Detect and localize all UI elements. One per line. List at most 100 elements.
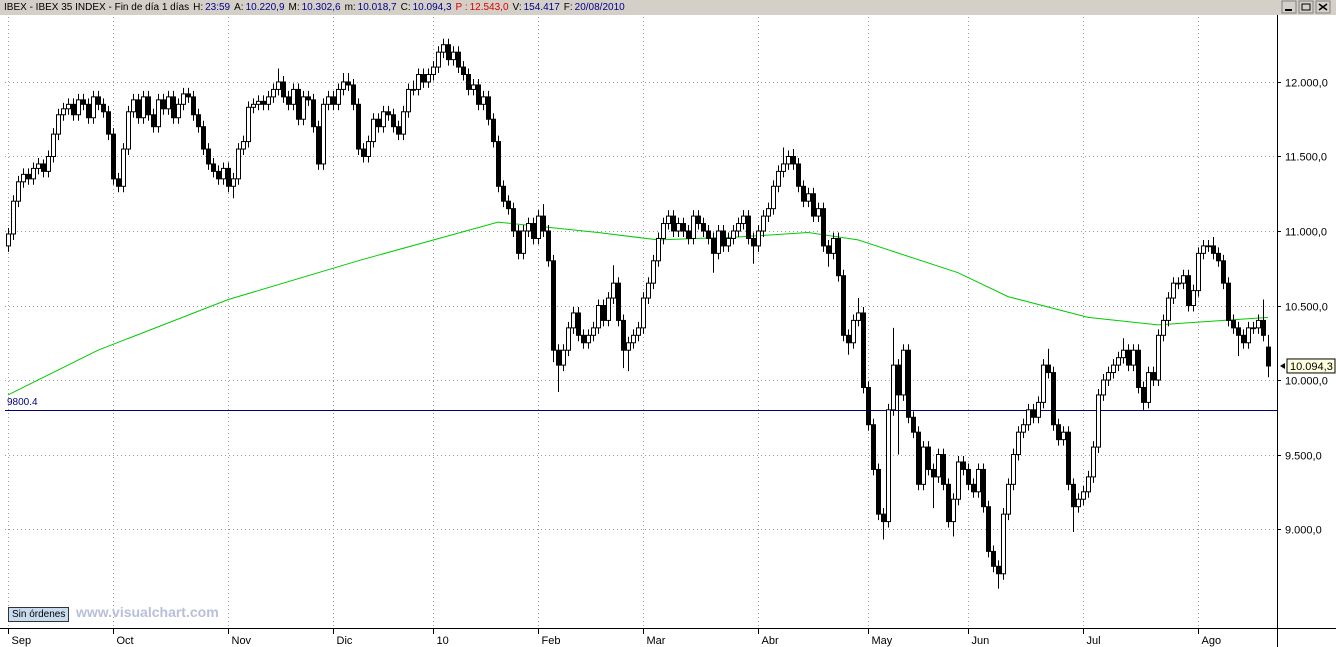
- candle-body: [96, 96, 101, 105]
- candle-body: [356, 103, 361, 150]
- candle-body: [266, 96, 271, 105]
- candle-body: [711, 237, 716, 254]
- x-tick-label: Oct: [117, 635, 134, 647]
- candle-body: [1016, 431, 1021, 456]
- orders-button[interactable]: Sin órdenes: [8, 607, 70, 622]
- candle-body: [956, 461, 961, 500]
- candle-body: [436, 51, 441, 68]
- candle-body: [1256, 319, 1261, 329]
- candle-body: [756, 230, 761, 247]
- candle-body: [1086, 476, 1091, 493]
- candle-body: [1036, 401, 1041, 418]
- candle-body: [586, 334, 591, 344]
- candle-body: [1261, 319, 1266, 336]
- candle-body: [716, 230, 721, 254]
- candle-body: [361, 148, 366, 157]
- candle-body: [896, 364, 901, 396]
- candle-body: [961, 461, 966, 470]
- candle-body: [481, 96, 486, 105]
- candle-body: [171, 96, 176, 119]
- chart-title: IBEX - IBEX 35 INDEX - Fin de día 1 días: [4, 2, 190, 13]
- candle-body: [816, 208, 821, 217]
- candle-body: [806, 193, 811, 202]
- candle-body: [1176, 282, 1181, 285]
- candle-body: [581, 334, 586, 344]
- candle-body: [76, 99, 81, 116]
- candle-body: [1026, 409, 1031, 426]
- candle-body: [1221, 260, 1226, 284]
- header-value: 10.018,7: [357, 2, 397, 13]
- candle-body: [1251, 327, 1256, 330]
- candle-body: [696, 215, 701, 225]
- candle-body: [191, 96, 196, 116]
- candle-body: [611, 282, 616, 299]
- candle-body: [406, 88, 411, 113]
- candle-body: [11, 200, 16, 235]
- candle-body: [1006, 483, 1011, 515]
- candle-body: [81, 99, 86, 105]
- candle-body: [1211, 245, 1216, 254]
- x-tick-label: Sep: [12, 635, 32, 647]
- candle-body: [186, 93, 191, 98]
- window-buttons: [1281, 0, 1331, 14]
- minimize-button[interactable]: [1281, 0, 1297, 14]
- candle-body: [1131, 349, 1136, 366]
- header-value: 10.220,9: [245, 2, 285, 13]
- candle-body: [891, 364, 896, 411]
- candle-body: [61, 108, 66, 116]
- candle-body: [466, 74, 471, 90]
- candle-body: [606, 297, 611, 321]
- x-tick-label: Feb: [542, 635, 561, 647]
- candle-body: [421, 74, 426, 83]
- candle-body: [951, 498, 956, 523]
- candle-body: [331, 96, 336, 105]
- candle-body: [1161, 319, 1166, 336]
- candle-body: [1096, 394, 1101, 448]
- watermark: www.visualchart.com: [76, 604, 219, 620]
- candle-body: [301, 96, 306, 120]
- candle-body: [836, 237, 841, 277]
- candle-body: [271, 88, 276, 98]
- candle-body: [276, 81, 281, 90]
- candle-body: [901, 349, 906, 396]
- header-value: 10.094,3: [412, 2, 452, 13]
- candle-body: [521, 230, 526, 254]
- candle-body: [21, 173, 26, 183]
- candle-body: [1106, 372, 1111, 381]
- candle-body: [906, 349, 911, 418]
- candle-body: [1246, 327, 1251, 344]
- candle-body: [151, 114, 156, 128]
- candle-body: [681, 223, 686, 232]
- candle-body: [341, 81, 346, 90]
- candle-body: [1076, 498, 1081, 508]
- candle-body: [426, 74, 431, 83]
- candle-body: [1021, 424, 1026, 433]
- candle-body: [656, 237, 661, 262]
- candle-body: [811, 193, 816, 217]
- candle-body: [1146, 372, 1151, 403]
- candle-body: [651, 260, 656, 284]
- candle-body: [461, 66, 466, 76]
- candle-body: [121, 148, 126, 187]
- candle-body: [141, 96, 146, 119]
- candle-body: [311, 99, 316, 128]
- x-tick-label: Abr: [762, 635, 779, 647]
- candle-body: [71, 103, 76, 116]
- candle-body: [776, 170, 781, 187]
- candle-body: [211, 163, 216, 172]
- candle-body: [546, 230, 551, 262]
- candle-body: [476, 84, 481, 105]
- candle-body: [781, 163, 786, 172]
- x-tick-label: Mar: [647, 635, 666, 647]
- maximize-button[interactable]: [1298, 0, 1314, 14]
- candle-body: [26, 173, 31, 180]
- x-tick-label: May: [872, 635, 893, 647]
- candle-body: [1141, 386, 1146, 403]
- header-label: P :: [455, 2, 468, 13]
- candle-body: [431, 66, 436, 76]
- header-label: H:: [193, 2, 204, 13]
- candle-body: [51, 133, 56, 157]
- candle-body: [486, 96, 491, 120]
- candle-body: [441, 44, 446, 53]
